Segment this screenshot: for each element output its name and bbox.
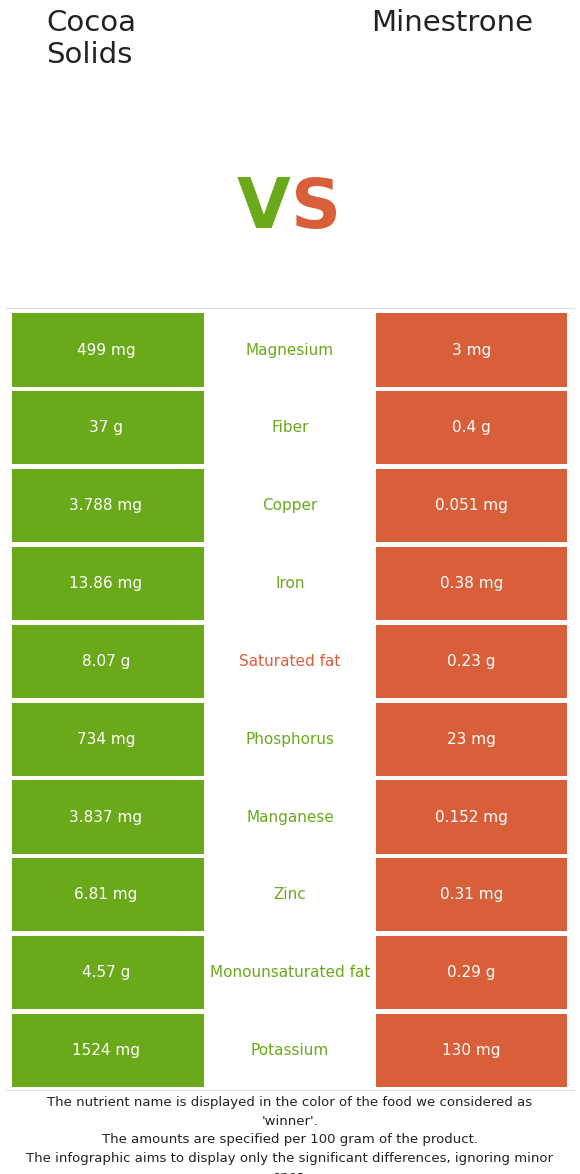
Text: 4.57 g: 4.57 g — [82, 965, 130, 980]
Bar — [376, 702, 567, 776]
Text: Phosphorus: Phosphorus — [245, 731, 335, 747]
Bar — [376, 313, 567, 386]
Text: 3.837 mg: 3.837 mg — [69, 810, 143, 824]
Bar — [376, 547, 567, 620]
Text: Potassium: Potassium — [251, 1043, 329, 1058]
Text: Manganese: Manganese — [246, 810, 334, 824]
Text: V: V — [237, 175, 291, 242]
Bar — [12, 1014, 204, 1087]
Bar — [376, 1014, 567, 1087]
Bar — [12, 470, 204, 542]
Text: Zinc: Zinc — [274, 888, 306, 903]
Bar — [208, 470, 372, 542]
Text: 23 mg: 23 mg — [447, 731, 496, 747]
Text: 3.788 mg: 3.788 mg — [70, 498, 142, 513]
Text: Cocoa
Solids: Cocoa Solids — [46, 9, 136, 68]
Bar — [12, 625, 204, 699]
Text: 0.051 mg: 0.051 mg — [435, 498, 508, 513]
Text: 13.86 mg: 13.86 mg — [69, 576, 143, 591]
Text: Magnesium: Magnesium — [246, 343, 334, 358]
Text: 0.31 mg: 0.31 mg — [440, 888, 503, 903]
Text: Minestrone: Minestrone — [372, 9, 534, 38]
Text: 8.07 g: 8.07 g — [82, 654, 130, 669]
Bar — [208, 547, 372, 620]
Bar — [208, 391, 372, 465]
Text: 0.23 g: 0.23 g — [447, 654, 495, 669]
Bar — [208, 781, 372, 853]
Bar — [208, 625, 372, 699]
Bar — [208, 936, 372, 1010]
Text: 0.152 mg: 0.152 mg — [435, 810, 508, 824]
Bar — [12, 547, 204, 620]
Text: 6.81 mg: 6.81 mg — [74, 888, 137, 903]
Text: Copper: Copper — [262, 498, 318, 513]
Bar — [208, 702, 372, 776]
Bar — [376, 391, 567, 465]
Text: The nutrient name is displayed in the color of the food we considered as
'winner: The nutrient name is displayed in the co… — [27, 1097, 553, 1174]
Text: 1524 mg: 1524 mg — [72, 1043, 140, 1058]
Text: Fiber: Fiber — [271, 420, 309, 436]
Text: 734 mg: 734 mg — [77, 731, 135, 747]
Text: 37 g: 37 g — [89, 420, 123, 436]
Bar — [12, 391, 204, 465]
Bar — [12, 858, 204, 931]
Bar — [376, 858, 567, 931]
Bar — [12, 313, 204, 386]
Text: 3 mg: 3 mg — [452, 343, 491, 358]
Bar — [208, 858, 372, 931]
Bar — [208, 1014, 372, 1087]
Bar — [12, 702, 204, 776]
Bar — [208, 313, 372, 386]
Bar — [376, 781, 567, 853]
Bar — [12, 781, 204, 853]
Text: 0.29 g: 0.29 g — [447, 965, 495, 980]
Text: Saturated fat: Saturated fat — [240, 654, 340, 669]
Text: S: S — [291, 175, 341, 242]
Text: 0.38 mg: 0.38 mg — [440, 576, 503, 591]
Text: Iron: Iron — [276, 576, 304, 591]
Text: 130 mg: 130 mg — [442, 1043, 501, 1058]
Bar — [376, 936, 567, 1010]
Bar — [376, 625, 567, 699]
Bar — [12, 936, 204, 1010]
Text: 499 mg: 499 mg — [77, 343, 135, 358]
Text: Monounsaturated fat: Monounsaturated fat — [210, 965, 370, 980]
Text: 0.4 g: 0.4 g — [452, 420, 491, 436]
Bar — [376, 470, 567, 542]
